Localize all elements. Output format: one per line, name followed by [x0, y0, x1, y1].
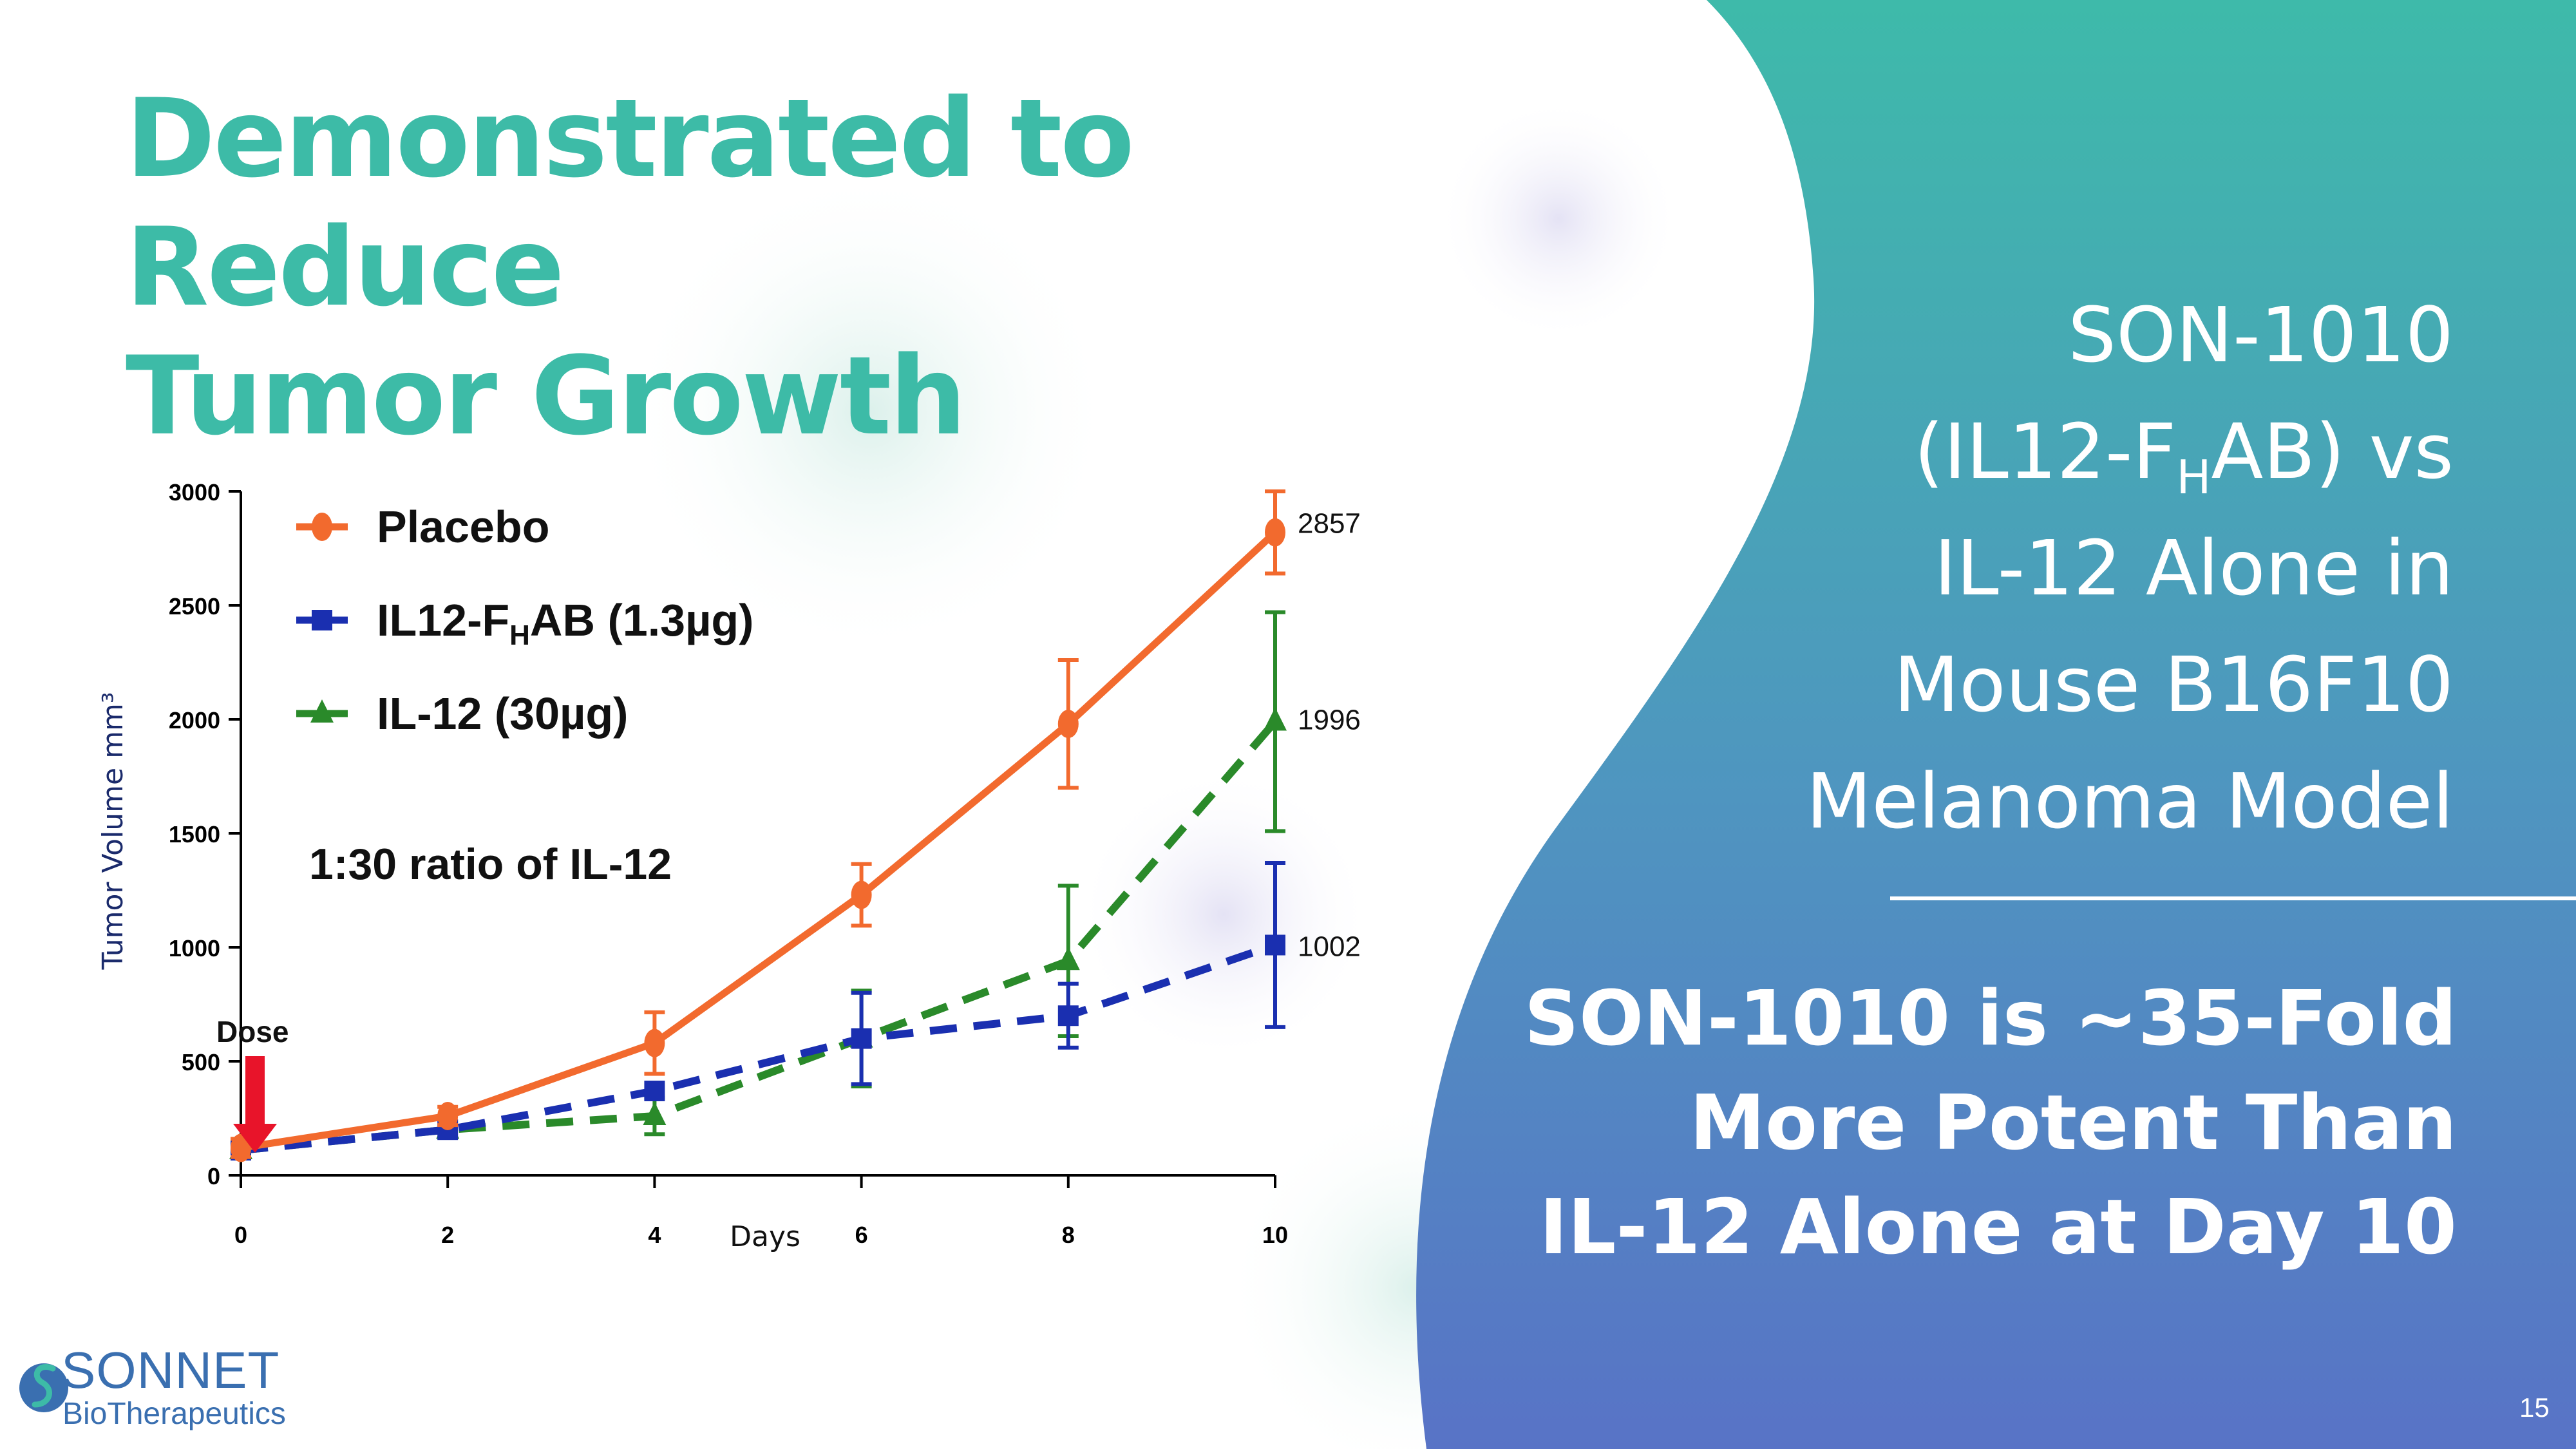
series-line: [240, 941, 1276, 1155]
data-point: [437, 1101, 459, 1130]
y-tick-label: 0: [207, 1163, 220, 1189]
data-point: [1265, 518, 1285, 547]
series-il12-fhab: [231, 861, 1285, 1161]
divider-line: [1890, 896, 2576, 900]
x-tick-label: 6: [855, 1222, 868, 1248]
y-tick-label: 2000: [169, 707, 220, 734]
data-point: [1057, 710, 1079, 739]
x-tick-label: 8: [1062, 1222, 1075, 1248]
data-point: [644, 1081, 665, 1102]
y-axis-label: Tumor Volume mm³: [97, 692, 129, 971]
tumor-growth-chart: 0 500 1000 1500 2000 2500 3000 0 2 4 6 8 10 Days Tu…: [97, 479, 1361, 1253]
sonnet-logo: [19, 1363, 68, 1412]
side-title-line2: (IL12-FHAB) vs: [1914, 407, 2454, 504]
chart-axes: 0 500 1000 1500 2000 2500 3000 0 2 4 6 8 10 Days Tu…: [97, 479, 1288, 1253]
potency-line2: More Potent Than: [1689, 1078, 2457, 1167]
background-blob-teal: [625, 167, 1114, 657]
side-title-line3: IL-12 Alone in: [1934, 524, 2454, 612]
data-point: [1265, 934, 1285, 956]
x-tick-label: 2: [441, 1222, 454, 1248]
series-line: [240, 719, 1278, 1155]
y-tick-label: 500: [182, 1049, 220, 1075]
end-value-label: 2857: [1298, 508, 1361, 540]
slide-title-line1: Demonstrated to Reduce: [126, 75, 1135, 330]
y-tick-label: 2500: [169, 593, 220, 620]
page-number: 15: [2519, 1392, 2550, 1423]
x-tick-label: 0: [234, 1222, 247, 1248]
data-point: [1056, 947, 1080, 971]
ratio-annotation: 1:30 ratio of IL-12: [309, 840, 672, 889]
side-title-line4: Mouse B16F10: [1893, 640, 2454, 729]
logo-name: SONNET: [61, 1341, 280, 1399]
potency-line3: IL-12 Alone at Day 10: [1539, 1182, 2457, 1271]
legend-label: IL-12 (30µg): [377, 688, 628, 739]
slide-title-line2: Tumor Growth: [126, 333, 967, 459]
potency-line1: SON-1010 is ~35-Fold: [1524, 974, 2457, 1063]
data-point: [643, 1101, 667, 1125]
data-point: [644, 1028, 665, 1057]
data-point: [231, 1133, 251, 1162]
legend-label: IL12-FHAB (1.3µg): [377, 595, 754, 651]
legend-marker: [312, 513, 332, 541]
legend-marker: [310, 699, 334, 723]
legend-marker: [312, 610, 332, 630]
x-tick-label: 10: [1262, 1222, 1288, 1248]
legend-label: Placebo: [377, 502, 549, 552]
y-tick-label: 1500: [169, 821, 220, 848]
dose-arrow: [233, 1056, 277, 1153]
potency-statement: SON-1010 is ~35-Fold More Potent Than IL…: [1491, 966, 2457, 1279]
end-value-label: 1002: [1298, 931, 1361, 962]
series-placebo: [231, 489, 1285, 1162]
data-point: [1057, 1005, 1079, 1027]
x-axis-label: Days: [730, 1220, 800, 1253]
dose-label: Dose: [216, 1015, 289, 1048]
end-value-label: 1996: [1298, 704, 1361, 735]
y-tick-label: 1000: [169, 935, 220, 961]
background-blob-purple-2: [1436, 97, 1681, 341]
data-point: [851, 1028, 872, 1049]
y-tick-label: 3000: [169, 479, 220, 506]
side-title: SON-1010 (IL12-FHAB) vs IL-12 Alone in M…: [1681, 277, 2454, 860]
logo-mark: [19, 1363, 68, 1412]
slide-title: Demonstrated to Reduce Tumor Growth: [126, 74, 1478, 460]
gradient-panel: [1416, 0, 2576, 1449]
data-point: [1264, 707, 1287, 731]
side-title-line1: SON-1010: [2068, 290, 2454, 379]
logo-subtitle: BioTherapeutics: [62, 1397, 286, 1431]
chart-legend: Placebo IL12-FHAB (1.3µg) IL-12 (30µg): [296, 502, 754, 739]
x-tick-label: 4: [648, 1222, 661, 1248]
side-title-line5: Melanoma Model: [1806, 757, 2454, 846]
series-line: [240, 529, 1278, 1151]
data-point: [851, 880, 872, 909]
